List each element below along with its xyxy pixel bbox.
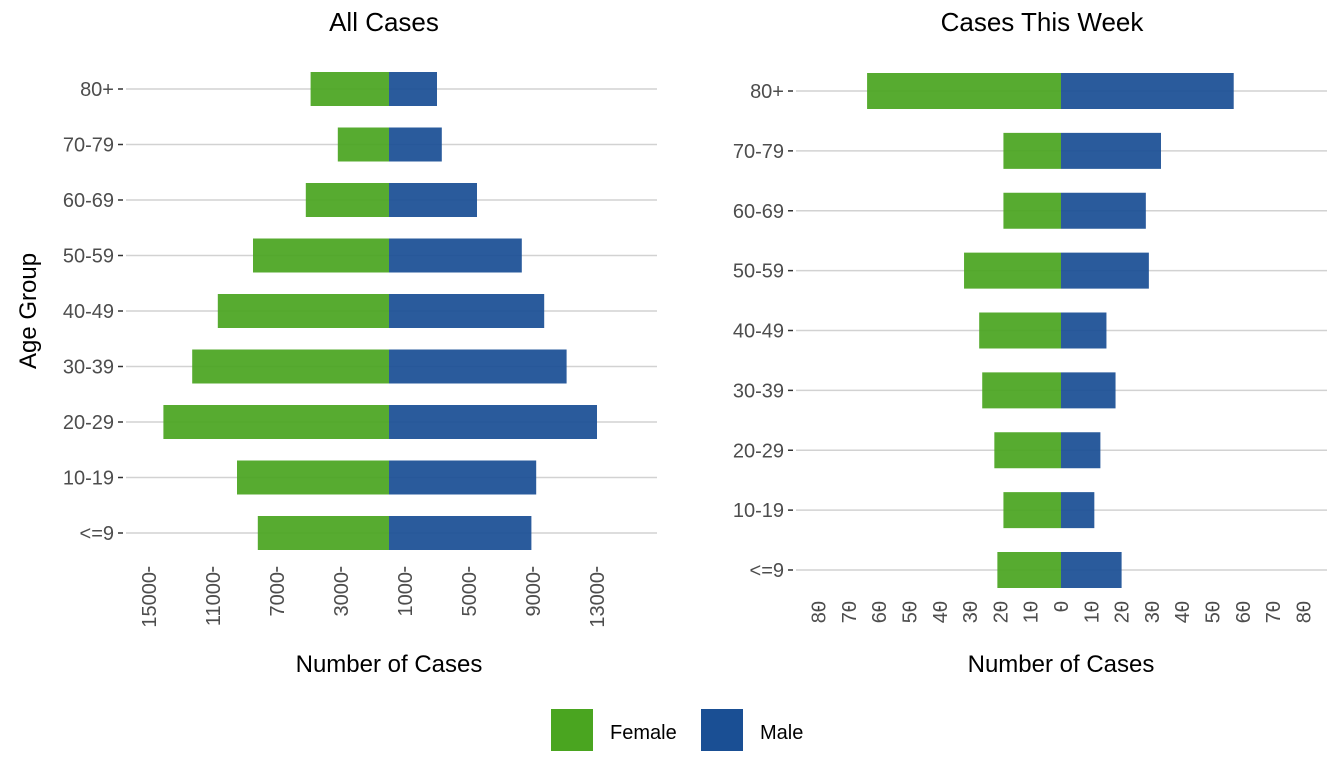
x-axis-title: Number of Cases xyxy=(296,651,483,678)
legend-label-female: Female xyxy=(610,722,677,744)
x-tick-label: 40 xyxy=(930,601,952,623)
y-tick-label: 80+ xyxy=(80,79,114,101)
bar-female-60-69 xyxy=(1003,192,1061,229)
x-tick-label: 20 xyxy=(990,601,1012,623)
legend-key-female xyxy=(551,709,593,751)
y-tick-label: 20-29 xyxy=(733,440,784,462)
bar-female-70-79 xyxy=(1003,132,1061,169)
y-axis-title: Age Group xyxy=(15,253,42,369)
legend-key-male xyxy=(701,709,743,751)
y-tick-label: 30-39 xyxy=(733,380,784,402)
x-tick-label: 80 xyxy=(809,601,831,623)
x-tick-label: 50 xyxy=(900,601,922,623)
x-tick-label: 3000 xyxy=(331,572,353,617)
y-tick-label: 70-79 xyxy=(63,135,114,157)
y-tick-label: 40-49 xyxy=(63,301,114,323)
x-tick-label: 1000 xyxy=(395,572,417,617)
x-tick-label: 50 xyxy=(1203,601,1225,623)
y-tick-label: 20-29 xyxy=(63,412,114,434)
x-tick-label: 5000 xyxy=(459,572,481,617)
panel-all-cases: All Cases <=9 10-19 20-29 30-39 40-49 50-59 60-… xyxy=(15,7,657,678)
bar-male-40-49 xyxy=(389,294,545,328)
legend-label-male: Male xyxy=(760,722,803,744)
x-tick-label: 80 xyxy=(1293,601,1315,623)
bar-male-30-39 xyxy=(389,349,567,384)
bar-female-10-19 xyxy=(237,460,389,495)
x-tick-label: 10 xyxy=(1021,601,1043,623)
legend: Female Male xyxy=(551,709,803,751)
bar-female-30-39 xyxy=(192,349,389,384)
x-tick-label: 13000 xyxy=(587,572,609,628)
x-tick-label: 9000 xyxy=(523,572,545,617)
bar-female-50-59 xyxy=(964,252,1061,289)
bar-male-50-59 xyxy=(389,238,522,273)
bar-female-50-59 xyxy=(253,238,389,273)
x-tick-label: 70 xyxy=(839,601,861,623)
bar-male-<=9 xyxy=(389,516,532,550)
bar-male-70-79 xyxy=(1061,132,1161,169)
x-tick-label: 10 xyxy=(1081,601,1103,623)
x-tick-label: 0 xyxy=(1051,601,1073,612)
bar-female-20-29 xyxy=(163,405,389,439)
bar-male-50-59 xyxy=(1061,252,1149,289)
bar-female-40-49 xyxy=(217,294,389,328)
bar-male-40-49 xyxy=(1061,312,1107,349)
bar-male-<=9 xyxy=(1061,552,1122,588)
x-tick-label: 20 xyxy=(1112,601,1134,623)
x-tick-label: 7000 xyxy=(267,572,289,617)
x-tick-label: 15000 xyxy=(139,572,161,628)
chart-title: Cases This Week xyxy=(941,7,1145,37)
x-tick-label: 30 xyxy=(960,601,982,623)
x-tick-label: 11000 xyxy=(203,572,225,626)
y-tick-label: <=9 xyxy=(750,560,784,582)
bar-female-70-79 xyxy=(337,127,389,162)
y-tick-label: 80+ xyxy=(750,81,784,103)
y-tick-label: 60-69 xyxy=(63,190,114,212)
y-tick-label: 50-59 xyxy=(63,246,114,268)
y-tick-label: 40-49 xyxy=(733,321,784,343)
bar-male-80+ xyxy=(389,72,437,106)
y-tick-label: <=9 xyxy=(80,523,114,545)
panel-cases-this-week: Cases This Week <=9 10-19 20-29 30-39 40-49 50… xyxy=(733,7,1327,678)
x-axis-title: Number of Cases xyxy=(968,651,1155,678)
chart-title: All Cases xyxy=(329,7,439,37)
bar-female-10-19 xyxy=(1003,492,1061,529)
bar-female-40-49 xyxy=(979,312,1061,349)
bar-female-20-29 xyxy=(994,432,1061,469)
bar-female-30-39 xyxy=(982,372,1061,409)
x-tick-label: 60 xyxy=(1233,601,1255,623)
x-tick-label: 60 xyxy=(869,601,891,623)
y-tick-label: 10-19 xyxy=(733,500,784,522)
bar-female-<=9 xyxy=(997,552,1061,588)
y-tick-label: 50-59 xyxy=(733,261,784,283)
bar-male-20-29 xyxy=(1061,432,1101,469)
bar-male-70-79 xyxy=(389,127,442,162)
bar-male-30-39 xyxy=(1061,372,1116,409)
bar-male-60-69 xyxy=(1061,192,1146,229)
bar-male-10-19 xyxy=(389,460,537,495)
x-tick-label: 70 xyxy=(1263,601,1285,623)
bar-male-80+ xyxy=(1061,73,1234,109)
bar-male-10-19 xyxy=(1061,492,1095,529)
bar-male-60-69 xyxy=(389,183,477,217)
bar-female-<=9 xyxy=(257,516,389,550)
bar-male-20-29 xyxy=(389,405,597,439)
bar-female-80+ xyxy=(310,72,389,106)
y-tick-label: 60-69 xyxy=(733,201,784,223)
x-tick-label: 30 xyxy=(1142,601,1164,623)
bar-female-80+ xyxy=(867,73,1061,109)
x-tick-label: 40 xyxy=(1172,601,1194,623)
y-tick-label: 30-39 xyxy=(63,357,114,379)
bar-female-60-69 xyxy=(305,183,389,217)
y-tick-label: 70-79 xyxy=(733,141,784,163)
y-tick-label: 10-19 xyxy=(63,468,114,490)
